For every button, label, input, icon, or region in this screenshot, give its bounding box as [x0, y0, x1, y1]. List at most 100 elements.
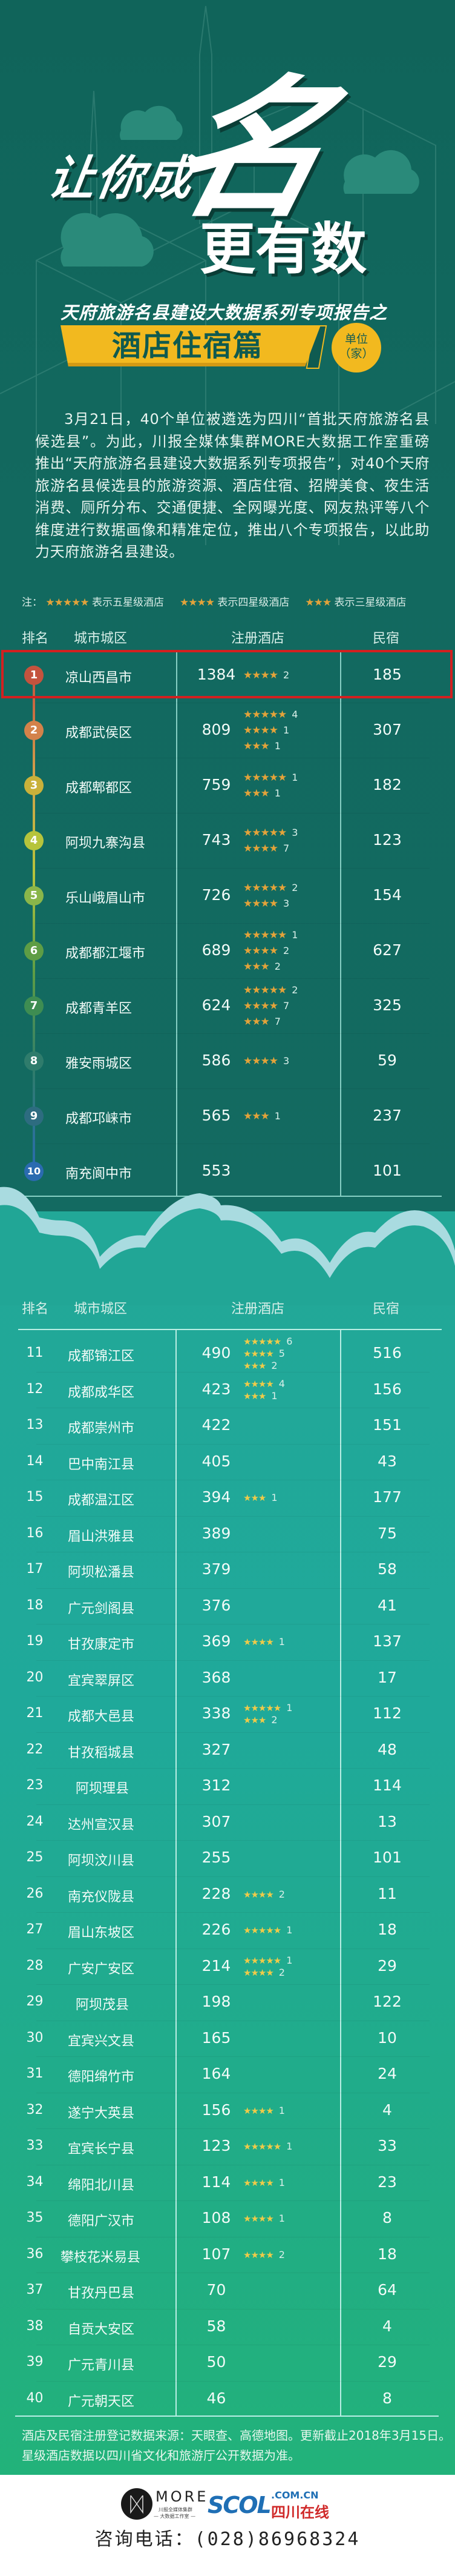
table-row: 18 广元剑阁县 376 41: [0, 1588, 455, 1624]
star-line: ★★★★★ 1: [243, 1955, 340, 1967]
city-name: 广元青川县: [68, 2358, 135, 2373]
registered-hotels: 198: [201, 1993, 231, 2010]
star-hotel-breakdown: ★★★★★ 2 ★★★★ 7 ★★★ 7: [243, 982, 340, 1030]
star-rating-icon: ★★★★: [243, 1000, 278, 1012]
star-rating-icon: ★★★★★: [243, 929, 287, 941]
row-separator: [36, 1768, 430, 1769]
rank-number: 24: [26, 1813, 44, 1829]
star-line: ★★★★★ 3: [243, 825, 340, 841]
rank-number: 16: [26, 1525, 44, 1541]
table-row: 3 成都郫都区 759 ★★★★★ 1 ★★★ 1 182: [0, 758, 455, 813]
star-line: ★★★★★ 6: [243, 1336, 340, 1348]
rank-number: 27: [26, 1922, 44, 1937]
homestay-count: 18: [378, 1921, 397, 1938]
rank-number: 40: [26, 2390, 44, 2406]
row-separator: [36, 923, 430, 924]
rank-number: 34: [26, 2174, 44, 2190]
rank-number: 30: [26, 2030, 44, 2045]
star-hotel-count: 2: [274, 961, 281, 972]
registered-hotels: 743: [201, 831, 231, 849]
star-hotel-count: 1: [286, 1924, 293, 1936]
star-hotel-count: 7: [283, 1000, 290, 1012]
registered-hotels: 108: [201, 2209, 231, 2227]
header-line: [18, 1329, 442, 1330]
registered-hotels: 114: [201, 2173, 231, 2191]
city-name: 德阳广汉市: [68, 2214, 135, 2229]
row-separator: [36, 2056, 430, 2057]
homestay-count: 4: [382, 2317, 392, 2335]
table-row: 1 凉山西昌市 1384 ★★★★ 2 185: [0, 648, 455, 703]
table-row: 34 绵阳北川县 114 ★★★★ 1 23: [0, 2165, 455, 2201]
table-row: 38 自贡大安区 58 4: [0, 2309, 455, 2345]
homestay-count: 64: [378, 2281, 397, 2299]
table-row: 15 成都温江区 394 ★★★ 1 177: [0, 1480, 455, 1516]
table-row: 24 达州宣汉县 307 13: [0, 1804, 455, 1841]
table-row: 12 成都成华区 423 ★★★★ 4 ★★★ 1 156: [0, 1372, 455, 1408]
homestay-count: 75: [378, 1524, 397, 1542]
row-separator: [36, 1696, 430, 1697]
registered-hotels: 422: [201, 1416, 231, 1434]
city-name: 成都郫都区: [65, 781, 133, 796]
row-separator: [36, 2380, 430, 2382]
city-name: 达州宣汉县: [68, 1817, 135, 1833]
star-rating-icon: ★★★: [243, 1110, 270, 1122]
star-hotel-breakdown: ★★★★★ 2 ★★★★ 3: [243, 880, 340, 912]
rank-number: 28: [26, 1958, 44, 1973]
table-row: 29 阿坝茂县 198 122: [0, 1984, 455, 2021]
star-rating-icon: ★★★: [243, 961, 270, 973]
star-hotel-count: 2: [283, 669, 290, 681]
registered-hotels: 156: [201, 2101, 231, 2119]
city-name: 南充仪陇县: [68, 1889, 135, 1905]
rank-number: 23: [26, 1778, 44, 1793]
legend-item: ★★★★ 表示四星级酒店: [180, 597, 289, 609]
city-name: 甘孜稻城县: [68, 1745, 135, 1761]
star-rating-icon: ★★★★★: [243, 1336, 281, 1347]
rank-number: 31: [26, 2066, 44, 2081]
star-hotel-breakdown: ★★★ 1: [243, 1492, 340, 1504]
rank-number: 35: [26, 2210, 44, 2225]
homestay-count: 114: [373, 1776, 402, 1794]
table-row: 26 南充仪陇县 228 ★★★★ 2 11: [0, 1876, 455, 1913]
more-logo-sub: — 大数据工作室 —: [154, 2514, 196, 2519]
rank-number: 14: [26, 1453, 44, 1469]
rank-badge: 8: [24, 1051, 44, 1071]
star-rating-icon: ★★★★★: [45, 597, 89, 609]
homestay-count: 17: [378, 1668, 397, 1686]
registered-hotels: 327: [201, 1740, 231, 1758]
table-row: 25 阿坝汶川县 255 101: [0, 1840, 455, 1876]
city-name: 成都青羊区: [65, 1001, 133, 1016]
city-name: 阿坝茂县: [76, 1998, 129, 2013]
legend-item: ★★★★★ 表示五星级酒店: [45, 597, 164, 609]
rank-badge: 5: [24, 886, 44, 906]
star-hotel-count: 7: [283, 843, 290, 854]
rank-badge: 2: [24, 721, 44, 740]
data-source-note: 酒店及民宿注册登记数据来源：天眼查、高德地图。更新截止2018年3月15日。 星…: [22, 2426, 451, 2466]
rank-number: 26: [26, 1886, 44, 1901]
star-rating-icon: ★★★★★: [243, 709, 287, 721]
star-rating-icon: ★★★★: [243, 1889, 274, 1900]
table-bottom-line: [15, 2415, 439, 2417]
star-rating-icon: ★★★★: [243, 2213, 274, 2224]
column-header-hotels: 注册酒店: [231, 631, 285, 646]
homestay-count: 41: [378, 1596, 397, 1614]
star-line: ★★★★★ 4: [243, 707, 340, 723]
note-line: 酒店及民宿注册登记数据来源：天眼查、高德地图。更新截止2018年3月15日。: [22, 2428, 451, 2443]
rank-number: 13: [26, 1417, 44, 1432]
column-divider: [340, 651, 341, 1196]
column-header-city: 城市城区: [74, 631, 128, 646]
table-row: 35 德阳广汉市 108 ★★★★ 1 8: [0, 2200, 455, 2237]
star-line: ★★★★★ 1: [243, 770, 340, 786]
homestay-count: 156: [373, 1380, 402, 1398]
star-rating-icon: ★★★★★: [243, 1925, 281, 1936]
column-header-minsu: 民宿: [373, 1302, 400, 1317]
star-rating-icon: ★★★★: [243, 669, 278, 681]
unit-label: 单位: [344, 333, 368, 346]
table-row: 32 遂宁大英县 156 ★★★★ 1 4: [0, 2093, 455, 2129]
rank-number: 38: [26, 2318, 44, 2334]
star-hotel-breakdown: ★★★★★ 1 ★★★★ 2: [243, 1955, 340, 1979]
star-rating-icon: ★★★: [305, 597, 332, 609]
star-line: ★★★★ 2: [243, 1967, 340, 1979]
rank-number: 33: [26, 2138, 44, 2153]
unit-badge: 单位 （家）: [332, 323, 381, 372]
star-line: ★★★★★ 1: [243, 1702, 340, 1714]
